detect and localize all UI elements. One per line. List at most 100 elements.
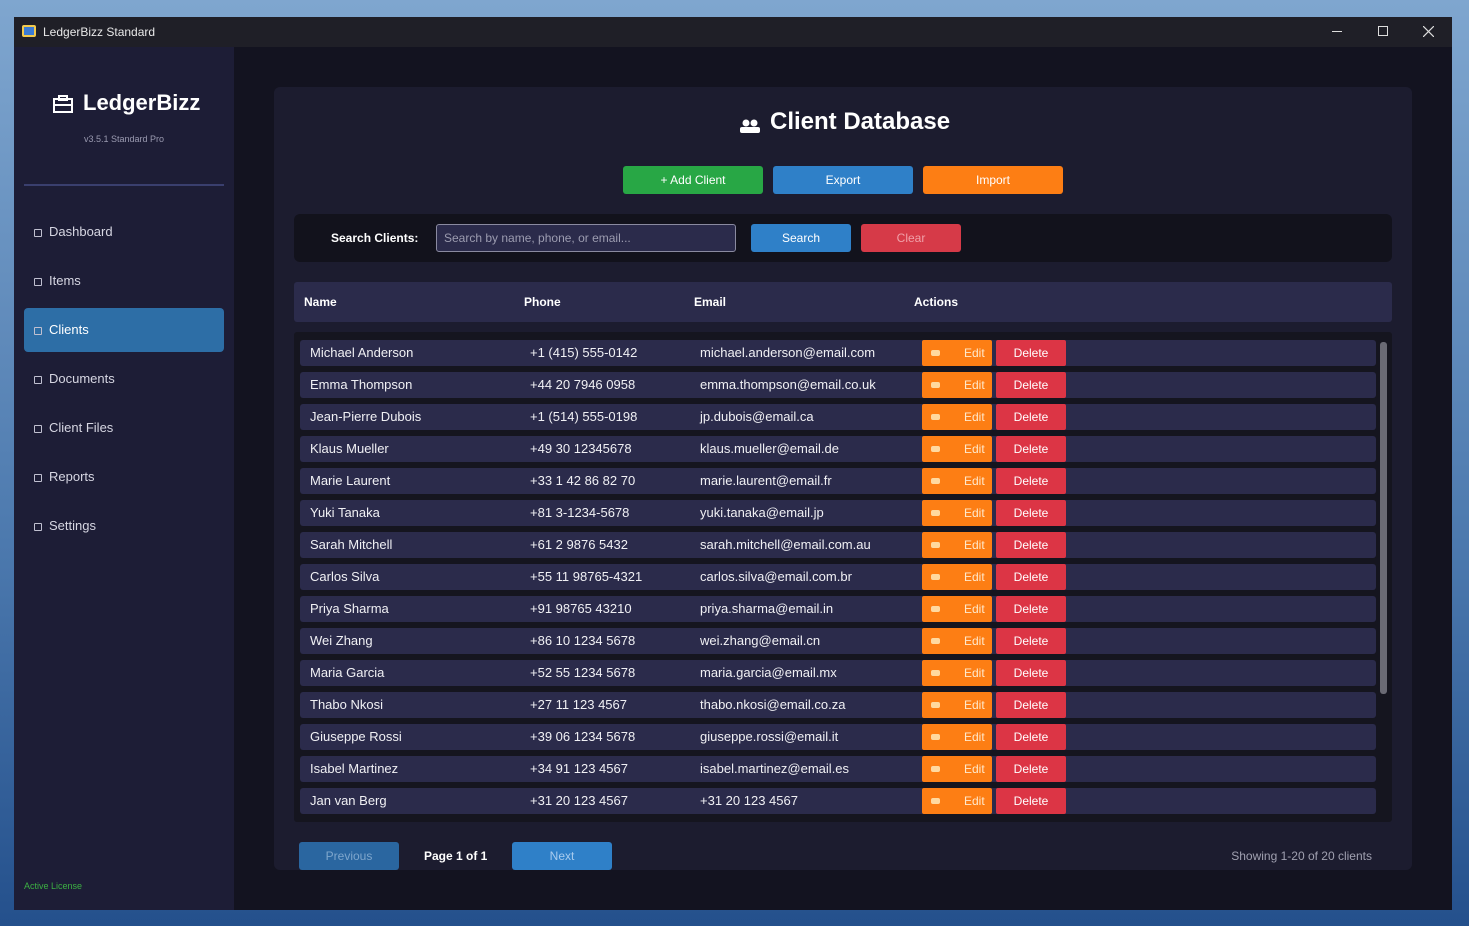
edit-button[interactable]: Edit — [922, 372, 992, 398]
cell: Emma Thompson — [310, 377, 413, 392]
cell: Michael Anderson — [310, 345, 414, 360]
delete-button[interactable]: Delete — [996, 340, 1066, 366]
cell: giuseppe.rossi@email.it — [700, 729, 839, 744]
delete-button[interactable]: Delete — [996, 628, 1066, 654]
delete-button[interactable]: Delete — [996, 564, 1066, 590]
delete-button[interactable]: Delete — [996, 532, 1066, 558]
nav-icon — [34, 229, 42, 237]
cell: +1 (514) 555-0198 — [530, 409, 638, 424]
delete-button[interactable]: Delete — [996, 756, 1066, 782]
edit-icon — [931, 446, 940, 452]
nav-icon — [34, 425, 42, 433]
cell: maria.garcia@email.mx — [700, 665, 837, 680]
nav-item[interactable]: Documents — [24, 357, 224, 401]
edit-button[interactable]: Edit — [922, 724, 992, 750]
cell: +34 91 123 4567 — [530, 761, 628, 776]
delete-button[interactable]: Delete — [996, 500, 1066, 526]
logo-icon — [53, 95, 73, 113]
delete-button[interactable]: Delete — [996, 468, 1066, 494]
delete-button[interactable]: Delete — [996, 404, 1066, 430]
search-button[interactable]: Search — [751, 224, 851, 252]
maximize[interactable] — [1378, 26, 1388, 36]
scrollbar[interactable] — [1380, 342, 1387, 694]
app-icon — [22, 25, 36, 37]
cell: Maria Garcia — [310, 665, 385, 680]
nav-icon — [34, 474, 42, 482]
edit-button[interactable]: Edit — [922, 564, 992, 590]
nav-item[interactable]: Clients — [24, 308, 224, 352]
edit-button[interactable]: Edit — [922, 500, 992, 526]
table-header: Name Phone Email Actions — [294, 282, 1392, 322]
separator — [24, 184, 224, 186]
nav-item[interactable]: Settings — [24, 504, 224, 548]
next-button[interactable]: Next — [512, 842, 612, 870]
table-row: Isabel Martinez +34 91 123 4567 isabel.mar… — [300, 756, 1376, 782]
export-button[interactable]: Export — [773, 166, 913, 194]
cell: +31 20 123 4567 — [530, 793, 628, 808]
nav-item[interactable]: Reports — [24, 455, 224, 499]
clear-button[interactable]: Clear — [861, 224, 961, 252]
table-row: Marie Laurent +33 1 42 86 82 70 marie.laur… — [300, 468, 1376, 494]
cell: +91 98765 43210 — [530, 601, 632, 616]
cell: priya.sharma@email.in — [700, 601, 834, 616]
edit-label: Edit — [964, 378, 985, 392]
cell: jp.dubois@email.ca — [700, 409, 814, 424]
nav-item[interactable]: Dashboard — [24, 210, 224, 254]
delete-button[interactable]: Delete — [996, 692, 1066, 718]
delete-button[interactable]: Delete — [996, 372, 1066, 398]
import-button[interactable]: Import — [923, 166, 1063, 194]
edit-icon — [931, 414, 940, 420]
delete-button[interactable]: Delete — [996, 660, 1066, 686]
table-row: Klaus Mueller +49 30 12345678 klaus.muelle… — [300, 436, 1376, 462]
cell: michael.anderson@email.com — [700, 345, 876, 360]
table-row: Jean-Pierre Dubois +1 (514) 555-0198 jp.du… — [300, 404, 1376, 430]
cell: Priya Sharma — [310, 601, 389, 616]
search-input[interactable]: Search by name, phone, or email... — [436, 224, 736, 252]
cell: emma.thompson@email.co.uk — [700, 377, 876, 392]
cell: +27 11 123 4567 — [530, 697, 627, 712]
table-row: Sarah Mitchell +61 2 9876 5432 sarah.mitch… — [300, 532, 1376, 558]
edit-button[interactable]: Edit — [922, 660, 992, 686]
table-row: Carlos Silva +55 11 98765-4321 carlos.silv… — [300, 564, 1376, 590]
title-bar: LedgerBizz Standard — [14, 17, 1452, 47]
edit-icon — [931, 574, 940, 580]
minimize[interactable] — [1332, 31, 1342, 32]
cell: +33 1 42 86 82 70 — [530, 473, 636, 488]
delete-button[interactable]: Delete — [996, 788, 1066, 814]
nav-item[interactable]: Items — [24, 259, 224, 303]
edit-button[interactable]: Edit — [922, 628, 992, 654]
cell: thabo.nkosi@email.co.za — [700, 697, 846, 712]
cell: Klaus Mueller — [310, 441, 389, 456]
edit-button[interactable]: Edit — [922, 436, 992, 462]
edit-button[interactable]: Edit — [922, 692, 992, 718]
add-client-button[interactable]: + Add Client — [623, 166, 763, 194]
edit-label: Edit — [964, 410, 985, 424]
cell: wei.zhang@email.cn — [700, 633, 821, 648]
delete-button[interactable]: Delete — [996, 436, 1066, 462]
delete-button[interactable]: Delete — [996, 724, 1066, 750]
edit-icon — [931, 382, 940, 388]
previous-button[interactable]: Previous — [299, 842, 399, 870]
close[interactable] — [1423, 26, 1434, 37]
nav-icon — [34, 523, 42, 531]
edit-icon — [931, 478, 940, 484]
delete-button[interactable]: Delete — [996, 596, 1066, 622]
cell: klaus.mueller@email.de — [700, 441, 839, 456]
edit-label: Edit — [964, 442, 985, 456]
cell: Yuki Tanaka — [310, 505, 380, 520]
title-icon — [740, 119, 760, 133]
edit-button[interactable]: Edit — [922, 404, 992, 430]
cell: +49 30 12345678 — [530, 441, 632, 456]
license-status: Active License — [24, 881, 83, 891]
edit-button[interactable]: Edit — [922, 340, 992, 366]
edit-button[interactable]: Edit — [922, 468, 992, 494]
edit-icon — [931, 766, 940, 772]
column-header: Email — [694, 295, 727, 309]
nav-item[interactable]: Client Files — [24, 406, 224, 450]
edit-button[interactable]: Edit — [922, 596, 992, 622]
version: v3.5.1 Standard Pro — [83, 134, 165, 144]
window-title: LedgerBizz Standard — [43, 25, 156, 39]
edit-button[interactable]: Edit — [922, 788, 992, 814]
edit-button[interactable]: Edit — [922, 756, 992, 782]
edit-button[interactable]: Edit — [922, 532, 992, 558]
